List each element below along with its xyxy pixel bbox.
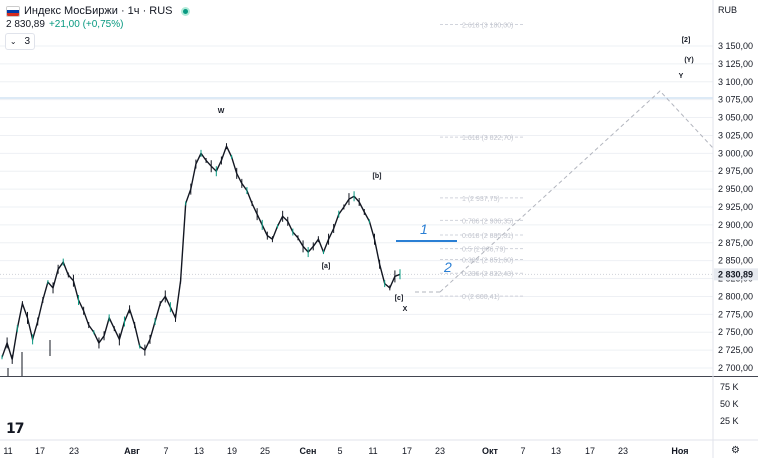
x-tick-label: Авг xyxy=(124,446,140,456)
y-tick-label: 2 775,00 xyxy=(718,309,753,319)
wave-label: [a] xyxy=(322,263,331,270)
price-axis: 3 150,00 3 125,00 3 100,00 3 075,00 3 050,00… xyxy=(712,0,758,458)
russia-flag-icon xyxy=(6,5,20,17)
fib-level-label: 0.786 (2 906,35) xyxy=(462,218,513,225)
price-change: +21,00 (+0,75%) xyxy=(48,19,124,30)
wave-label: Y xyxy=(679,73,684,80)
indicators-toggle[interactable]: ⌄ 3 xyxy=(5,33,35,50)
y-tick-label: 2 700,00 xyxy=(718,363,753,373)
x-tick-label: 17 xyxy=(585,446,595,456)
y-tick-label: 3 100,00 xyxy=(718,77,753,87)
x-tick-label: 13 xyxy=(194,446,204,456)
x-tick-label: Окт xyxy=(482,446,499,456)
x-tick-label: 17 xyxy=(402,446,412,456)
fib-level-label: 0.5 (2 866,79) xyxy=(462,247,506,254)
x-tick-label: 25 xyxy=(260,446,270,456)
blue-mark-2: 2 xyxy=(443,259,452,275)
y-tick-label: 3 025,00 xyxy=(718,130,753,140)
y-tick-label: 2 975,00 xyxy=(718,166,753,176)
price-summary: 2 830,89 +21,00 (+0,75%) xyxy=(6,19,123,30)
x-tick-label: 13 xyxy=(551,446,561,456)
tradingview-logo-icon[interactable]: 17 xyxy=(6,421,25,437)
x-tick-label: 7 xyxy=(520,446,525,456)
y-tick-label: 3 000,00 xyxy=(718,148,753,158)
price-series xyxy=(1,143,401,376)
volume-axis: 75 K 50 K 25 K xyxy=(720,382,739,426)
y-tick-label: 3 125,00 xyxy=(718,59,753,69)
fib-level-label: 1.618 (3 022,70) xyxy=(462,135,513,142)
y-tick-label: 3 075,00 xyxy=(718,95,753,105)
wave-label: (Y) xyxy=(684,57,693,64)
y-tick-label: 2 950,00 xyxy=(718,184,753,194)
symbol-header[interactable]: Индекс МосБиржи · 1ч · RUS xyxy=(6,4,190,18)
fib-retracement: 2.618 (3 180,00) 1.618 (3 022,70) 1 (2 937… xyxy=(440,23,523,301)
settings-gear-icon[interactable]: ⚙ xyxy=(731,445,740,456)
wave-projection xyxy=(415,90,714,293)
wave-label: W xyxy=(218,108,225,115)
last-price-badge xyxy=(714,268,758,281)
y-tick-label: 2 925,00 xyxy=(718,202,753,212)
projection-path xyxy=(439,90,714,293)
volume-tick-label: 25 K xyxy=(720,416,739,426)
blue-mark-1: 1 xyxy=(420,221,428,237)
indicator-count: 3 xyxy=(24,36,31,47)
wave-label: X xyxy=(403,306,408,313)
fib-level-label: 1 (2 937,75) xyxy=(462,196,500,203)
wave-label: [b] xyxy=(373,173,382,180)
currency-label[interactable]: RUB xyxy=(718,5,738,15)
x-tick-label: Ноя xyxy=(671,446,688,456)
wave-label: [2] xyxy=(682,37,691,44)
x-tick-label: 11 xyxy=(3,446,12,456)
market-open-icon xyxy=(180,6,190,16)
time-axis: 11 17 23 Авг 7 13 19 25 Сен 5 11 17 23 Окт 7 13 17 23 Ноя xyxy=(0,439,758,456)
wave-label: [c] xyxy=(395,295,404,302)
x-tick-label: 7 xyxy=(163,446,168,456)
blue-annotations: 12 xyxy=(396,221,457,275)
price-line xyxy=(1,144,401,360)
volume-tick-label: 50 K xyxy=(720,399,739,409)
x-tick-label: 11 xyxy=(368,446,377,456)
x-tick-label: 5 xyxy=(337,446,342,456)
x-tick-label: 19 xyxy=(227,446,237,456)
fib-level-label: 0.618 (2 885,81) xyxy=(462,233,513,240)
x-tick-label: 23 xyxy=(69,446,79,456)
last-price-badge-label: 2 830,89 xyxy=(718,269,753,279)
x-tick-label: Сен xyxy=(300,446,317,456)
y-tick-label: 3 050,00 xyxy=(718,113,753,123)
fib-level-label: 0.382 (2 851,60) xyxy=(462,258,513,265)
grid xyxy=(0,45,758,377)
fib-level-label: 2.618 (3 180,00) xyxy=(462,23,513,30)
fib-level-label: 0.236 (2 832,43) xyxy=(462,271,513,278)
x-tick-label: 23 xyxy=(618,446,628,456)
wave-labels: W [b] [a] [c] X [2] (Y) Y xyxy=(218,37,694,313)
x-tick-label: 17 xyxy=(35,446,45,456)
y-tick-label: 3 150,00 xyxy=(718,41,753,51)
y-tick-label: 2 725,00 xyxy=(718,345,753,355)
volume-tick-label: 75 K xyxy=(720,382,739,392)
chevron-down-icon: ⌄ xyxy=(9,37,17,46)
y-tick-label: 2 800,00 xyxy=(718,291,753,301)
y-tick-label: 2 900,00 xyxy=(718,220,753,230)
fib-level-label: 0 (2 800,41) xyxy=(462,294,500,301)
horizontal-line xyxy=(0,97,713,275)
x-tick-label: 23 xyxy=(435,446,445,456)
y-tick-label: 2 875,00 xyxy=(718,238,753,248)
y-tick-label: 2 850,00 xyxy=(718,256,753,266)
last-price: 2 830,89 xyxy=(6,19,45,30)
symbol-title[interactable]: Индекс МосБиржи · 1ч · RUS xyxy=(24,5,173,17)
y-tick-label: 2 750,00 xyxy=(718,327,753,337)
